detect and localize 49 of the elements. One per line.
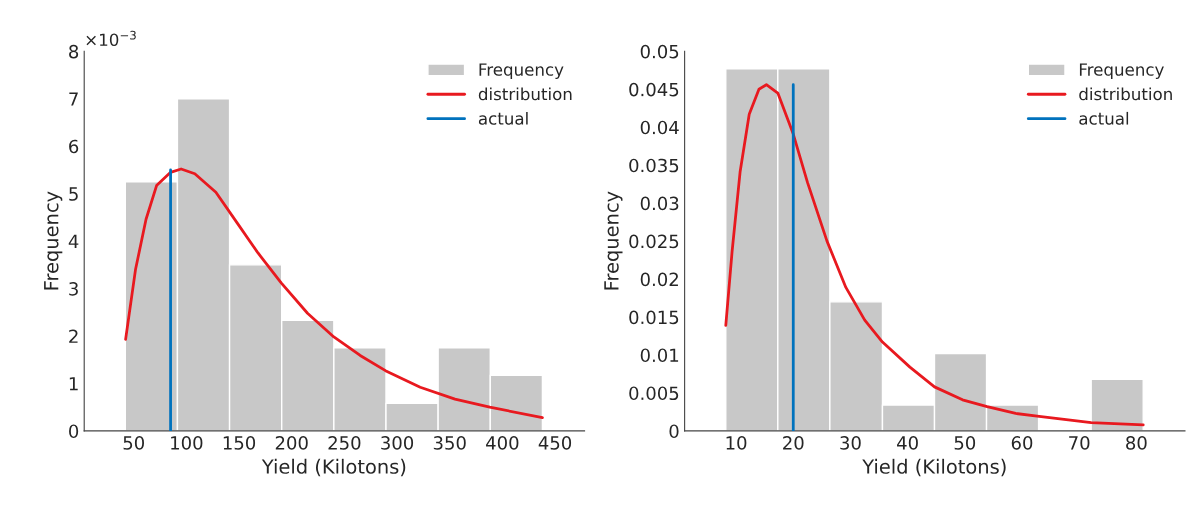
y-axis-title: Frequency [44, 191, 63, 290]
legend-label: Frequency [479, 63, 564, 80]
y-tick-label: 2 [69, 329, 78, 343]
x-tick-label: 300 [381, 436, 414, 450]
legend-label: actual [478, 111, 528, 125]
y-tick-label: 8 [69, 44, 79, 59]
y-tick-label: 3 [69, 282, 78, 296]
y-tick-label: 0.035 [629, 158, 679, 173]
y-tick-label: 0.04 [640, 120, 679, 135]
y-tick-label: 6 [69, 139, 79, 154]
legend-label: Frequency [1079, 63, 1164, 80]
x-tick-label: 450 [538, 436, 572, 450]
x-tick-label: 200 [275, 436, 308, 450]
line-series [124, 167, 544, 420]
x-tick-label: 70 [1069, 436, 1090, 450]
text: ×10$^{−3}$ [86, 30, 136, 47]
y-tick-label: 0.045 [629, 82, 679, 97]
x-tick-label: 350 [433, 436, 466, 450]
x-tick-label: 40 [897, 436, 918, 450]
x-tick-label: 250 [328, 436, 361, 450]
y-tick-label: 0 [669, 424, 679, 439]
y-tick-label: 0.025 [629, 234, 679, 249]
legend-label: distribution [1079, 87, 1172, 101]
x-tick-label: 400 [486, 436, 519, 450]
x-tick-label: 50 [123, 436, 145, 450]
y-tick-label: 0.005 [629, 386, 679, 401]
x-axis-title: Yield (Kilotons) [261, 458, 406, 477]
y-tick-label: 1 [69, 377, 78, 391]
x-tick-label: 30 [840, 436, 861, 450]
y-tick-label: 0 [69, 424, 79, 439]
x-axis-title: Yield (Kilotons) [862, 458, 1006, 477]
x-tick-label: 20 [783, 436, 804, 450]
y-tick-label: 4 [68, 234, 79, 248]
y-tick-label: 0.05 [640, 44, 679, 59]
x-tick-label: 60 [1011, 436, 1033, 450]
y-tick-label: 7 [69, 92, 78, 106]
legend-label: actual [1079, 111, 1129, 125]
x-tick-label: 10 [726, 436, 747, 450]
y-tick-label: 0.015 [629, 310, 679, 325]
x-tick-label: 80 [1126, 436, 1147, 450]
y-tick-label: 5 [69, 187, 78, 201]
y-tick-label: 0.03 [640, 196, 679, 211]
y-tick-label: 0.01 [640, 348, 679, 363]
x-tick-label: 100 [171, 436, 203, 450]
y-tick-label: 0.02 [640, 272, 678, 287]
legend-label: distribution [478, 87, 572, 101]
x-tick-label: 150 [223, 436, 256, 450]
y-axis-title: Frequency [604, 191, 623, 290]
x-tick-label: 50 [954, 436, 976, 450]
